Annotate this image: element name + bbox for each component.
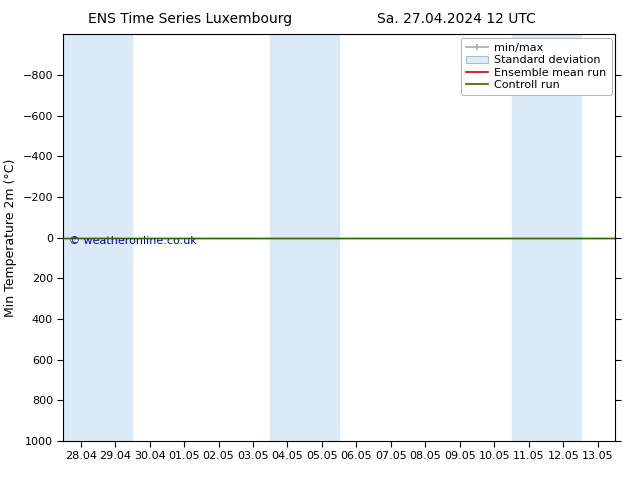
Text: © weatheronline.co.uk: © weatheronline.co.uk	[69, 236, 197, 245]
Bar	[63, 34, 98, 441]
Bar	[546, 34, 581, 441]
Text: Sa. 27.04.2024 12 UTC: Sa. 27.04.2024 12 UTC	[377, 12, 536, 26]
Text: ENS Time Series Luxembourg: ENS Time Series Luxembourg	[88, 12, 292, 26]
Bar	[98, 34, 133, 441]
Y-axis label: Min Temperature 2m (°C): Min Temperature 2m (°C)	[4, 158, 17, 317]
Legend: min/max, Standard deviation, Ensemble mean run, Controll run: min/max, Standard deviation, Ensemble me…	[460, 38, 612, 96]
Bar	[305, 34, 339, 441]
Bar	[270, 34, 305, 441]
Bar	[512, 34, 546, 441]
